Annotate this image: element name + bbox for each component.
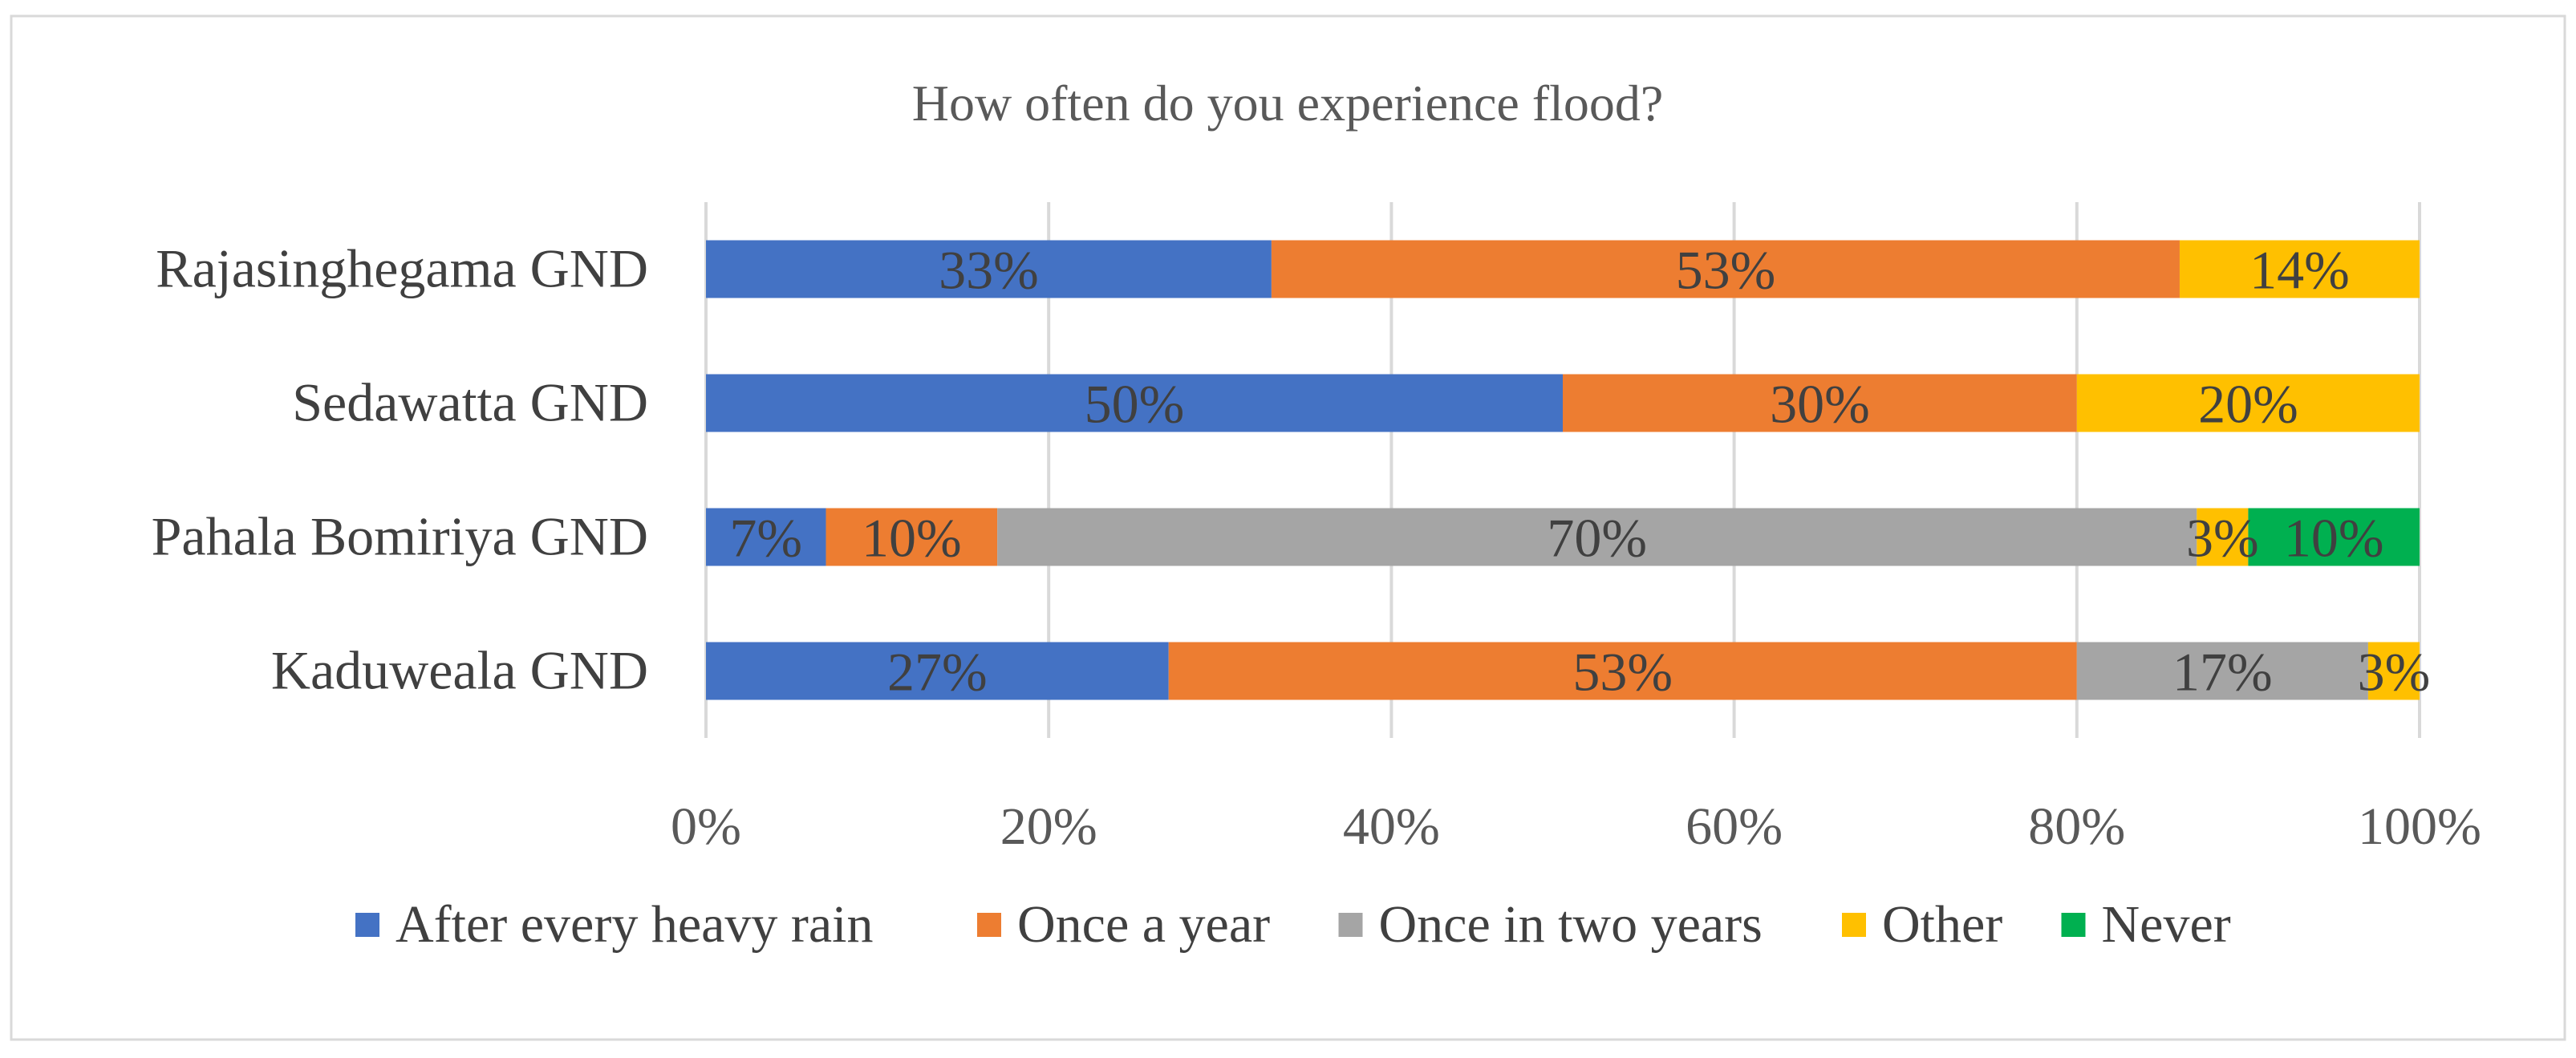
bar-other [2367,642,2420,700]
legend-swatch-once-in-two-years [1338,913,1363,937]
category-label: Pahala Bomiriya GND [152,506,648,567]
bar-never [2248,508,2420,566]
x-tick-label: 20% [1000,797,1097,856]
bar-once-in-two-years [997,508,2197,566]
x-tick-label: 60% [1686,797,1783,856]
legend-label: Never [2102,895,2231,954]
legend-swatch-once-a-year [977,913,1001,937]
x-tick-label: 40% [1343,797,1440,856]
data-label: 27% [887,642,988,703]
legend-swatch-other [1842,913,1866,937]
bar-once-a-year [1168,642,2077,700]
data-label: 14% [2249,240,2350,301]
x-tick-label: 100% [2358,797,2481,856]
data-label: 3% [2186,508,2259,569]
legend-label: Once in two years [1379,895,1763,954]
bar-other [2179,240,2420,298]
data-label: 10% [2284,508,2384,569]
legend: After every heavy rain Once a year Once in… [355,895,2231,954]
bar-other [2197,508,2249,566]
data-label: 3% [2358,642,2431,703]
data-label: 17% [2172,642,2273,703]
bar-after-every-heavy-rain [706,642,1169,700]
data-label: 30% [1770,374,1870,435]
data-label: 53% [1572,642,1673,703]
data-label: 70% [1547,508,1647,569]
bar-after-every-heavy-rain [706,374,1563,432]
bar-after-every-heavy-rain [706,240,1272,298]
category-label: Rajasinghegama GND [156,238,648,299]
legend-label: Once a year [1017,895,1270,954]
data-label: 10% [862,508,962,569]
legend-label: Other [1882,895,2002,954]
category-label: Sedawatta GND [292,372,648,433]
bar-once-a-year [1271,240,2180,298]
legend-swatch-after-every-heavy-rain [355,913,379,937]
legend-label: After every heavy rain [396,895,874,954]
bar-other [2076,374,2420,432]
legend-swatch-never [2061,913,2086,937]
bar-once-in-two-years [2076,642,2368,700]
bar-after-every-heavy-rain [706,508,826,566]
bar-once-a-year [826,508,998,566]
data-label: 50% [1085,374,1185,435]
x-tick-label: 0% [671,797,741,856]
bar-once-a-year [1563,374,2077,432]
chart-title: How often do you experience flood? [912,75,1664,132]
data-label: 53% [1676,240,1776,301]
data-label: 7% [729,508,802,569]
x-tick-label: 80% [2028,797,2125,856]
value-axis: 0% 20% 40% 60% 80% 100% [671,797,2481,856]
bars [706,240,2420,700]
category-label: Kaduweala GND [271,640,648,701]
data-labels: 33% 53% 14% 50% 30% 20% 7% 10% 70% 3% 10% 27% 53% 17%… [729,240,2430,703]
data-label: 33% [939,240,1039,301]
category-axis: Rajasinghegama GND Sedawatta GND Pahala Bo… [152,238,648,701]
data-label: 20% [2198,374,2298,435]
